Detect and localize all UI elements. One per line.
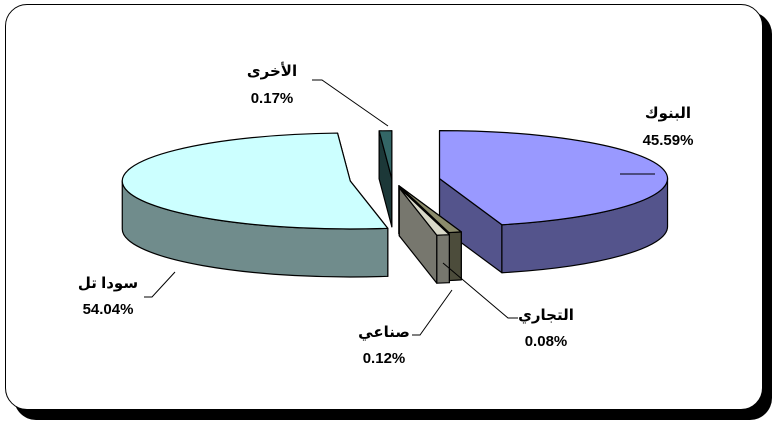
slice-industrial-side [436,234,450,284]
label-sudatel-value: 54.04% [83,301,134,318]
label-industrial-value: 0.12% [363,350,406,367]
label-commercial-value: 0.08% [525,333,568,350]
label-banks-name: البنوك [645,105,691,122]
leader-line-other [312,79,389,127]
slice-banks-top [438,130,669,226]
leader-line-sudatel [144,271,176,298]
slice-other-top [378,130,393,180]
label-banks-value: 45.59% [643,132,694,149]
slice-sudatel-top [121,132,389,230]
slice-commercial-top [398,185,462,234]
leader-line-industrial [412,289,453,336]
leader-line-commercial [442,262,518,319]
label-sudatel-name: سودا تل [78,275,138,292]
slice-industrial-top [398,187,450,236]
label-commercial-name: التجاري [518,307,574,325]
label-other-name: الأخرى [247,62,297,80]
label-other-value: 0.17% [251,90,294,107]
label-industrial-name: صناعي [358,324,410,341]
